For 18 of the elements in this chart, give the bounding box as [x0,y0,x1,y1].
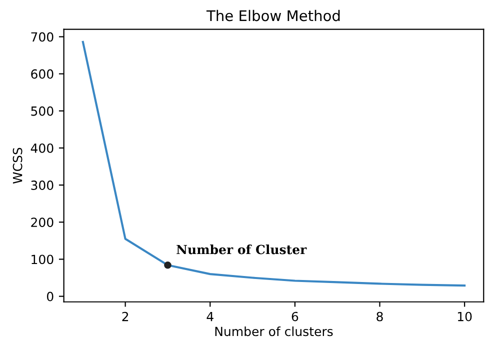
y-tick-label: 400 [30,143,54,153]
x-tick-label: 6 [292,312,298,322]
x-tick-label: 10 [458,312,472,322]
y-tick-label: 100 [32,254,54,264]
y-tick-label: 0 [46,292,54,302]
y-axis-title: WCSS [12,148,22,184]
y-tick-label: 300 [31,180,54,190]
x-tick-label: 8 [376,312,383,322]
annotation: Number of Cluster [176,244,307,254]
y-tick-label: 200 [31,218,54,228]
x-axis-title: Number of clusters [215,326,333,336]
x-tick-label: 4 [206,312,214,322]
y-tick-label: 700 [31,32,54,42]
line-series [82,40,466,287]
x-tick-label: 2 [122,312,128,322]
chart-title: The Elbow Method [206,10,340,22]
y-tick-label: 500 [31,106,54,116]
y-tick-label: 600 [31,69,54,79]
